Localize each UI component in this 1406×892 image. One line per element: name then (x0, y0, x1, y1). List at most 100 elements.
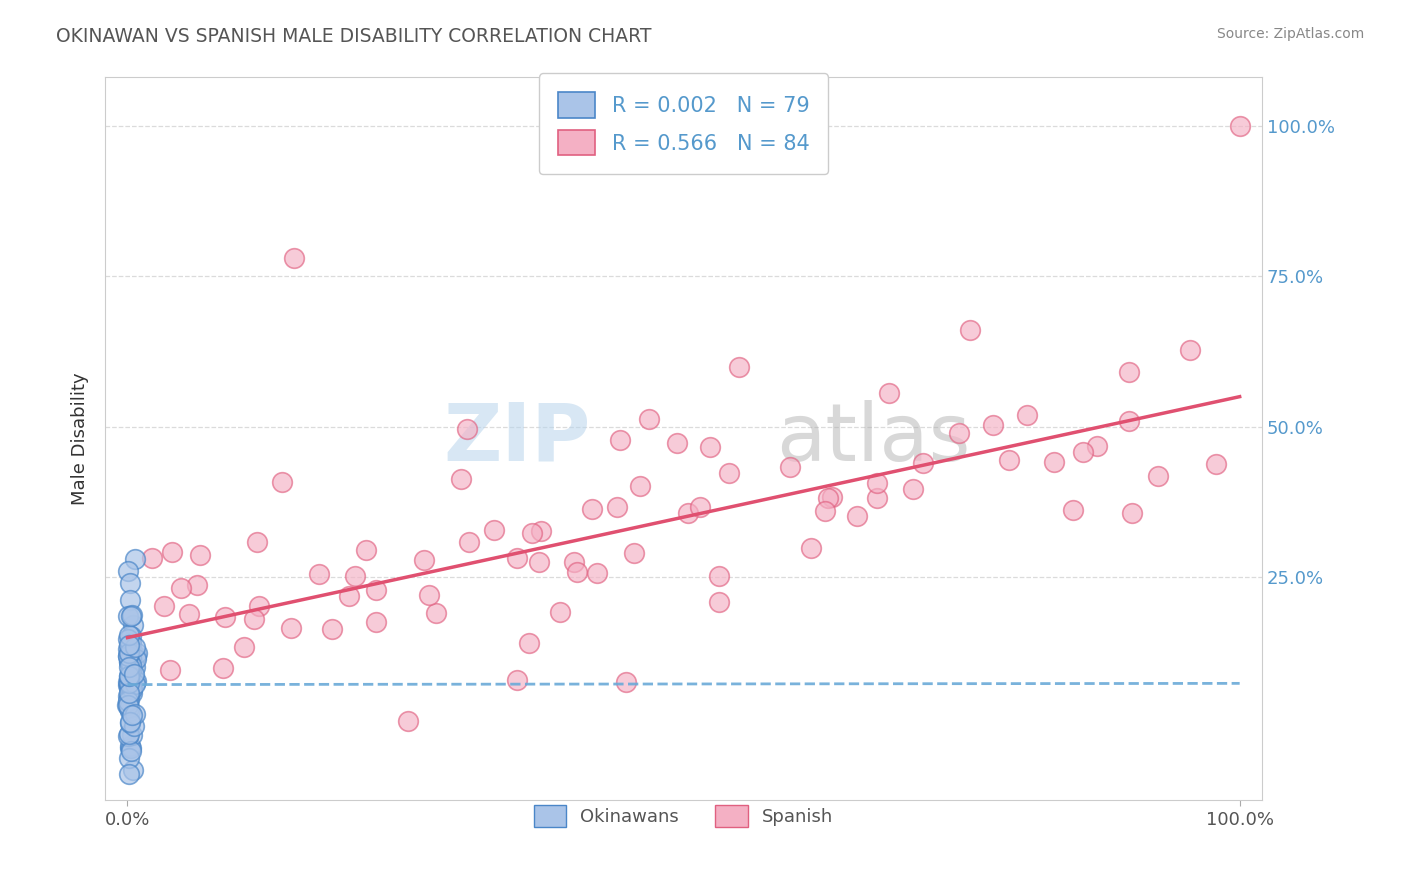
Point (121, 728, 143, 742)
Point (118, 704, 141, 718)
Point (117, 698, 139, 713)
Point (527, 555, 550, 569)
Point (623, 546, 645, 560)
Point (120, 648, 142, 663)
Point (212, 661, 235, 675)
Point (562, 555, 585, 569)
Point (456, 422, 478, 436)
Point (117, 609, 139, 624)
Point (1121, 506, 1143, 520)
Point (127, 646, 149, 660)
Point (118, 628, 141, 642)
Point (141, 550, 163, 565)
Point (120, 687, 142, 701)
Point (124, 706, 146, 721)
Point (718, 467, 741, 481)
Point (118, 685, 141, 699)
Point (1071, 445, 1094, 459)
Point (117, 674, 139, 689)
Point (1017, 408, 1039, 422)
Point (484, 523, 506, 537)
Text: Source: ZipAtlas.com: Source: ZipAtlas.com (1216, 27, 1364, 41)
Point (1147, 469, 1170, 483)
Point (117, 649, 139, 664)
Point (565, 566, 588, 580)
Point (120, 681, 142, 695)
Point (517, 636, 540, 650)
Point (118, 654, 141, 668)
Point (118, 673, 141, 687)
Point (959, 323, 981, 337)
Point (120, 663, 142, 677)
Point (118, 676, 141, 690)
Point (121, 682, 143, 697)
Point (821, 490, 844, 504)
Point (912, 456, 935, 470)
Point (120, 637, 142, 651)
Point (609, 433, 631, 447)
Point (877, 385, 900, 400)
Point (457, 535, 479, 549)
Point (120, 657, 142, 671)
Point (118, 646, 141, 660)
Point (118, 751, 141, 765)
Point (118, 740, 141, 755)
Point (678, 507, 700, 521)
Point (120, 609, 142, 624)
Point (817, 491, 839, 505)
Point (118, 660, 141, 674)
Point (120, 744, 142, 758)
Point (121, 643, 143, 657)
Point (118, 669, 141, 683)
Point (120, 592, 142, 607)
Point (120, 646, 142, 660)
Point (418, 588, 440, 602)
Point (120, 651, 142, 665)
Point (186, 578, 208, 592)
Point (354, 543, 377, 558)
Point (412, 553, 434, 567)
Point (901, 482, 924, 496)
Point (506, 673, 529, 687)
Point (124, 673, 146, 688)
Point (117, 649, 139, 664)
Text: ZIP: ZIP (444, 400, 591, 478)
Point (188, 548, 211, 562)
Point (396, 714, 419, 728)
Point (117, 689, 139, 703)
Point (124, 660, 146, 674)
Point (121, 608, 143, 623)
Point (364, 615, 387, 629)
Point (948, 426, 970, 441)
Point (1205, 457, 1227, 471)
Point (124, 674, 146, 689)
Point (170, 581, 193, 595)
Point (159, 663, 181, 677)
Point (243, 612, 266, 626)
Point (450, 472, 472, 486)
Point (666, 436, 689, 450)
Point (614, 674, 637, 689)
Point (118, 655, 141, 669)
Point (117, 698, 139, 712)
Point (247, 599, 270, 614)
Point (121, 707, 143, 722)
Point (1062, 502, 1084, 516)
Point (366, 582, 388, 597)
Point (121, 662, 143, 676)
Point (118, 767, 141, 781)
Point (153, 599, 176, 614)
Point (520, 525, 543, 540)
Point (709, 568, 731, 582)
Point (865, 491, 887, 506)
Point (866, 476, 889, 491)
Point (606, 500, 628, 514)
Point (117, 729, 139, 743)
Point (246, 534, 269, 549)
Point (998, 453, 1021, 467)
Point (118, 727, 141, 741)
Point (117, 632, 139, 646)
Point (308, 566, 330, 581)
Point (628, 479, 651, 493)
Point (124, 640, 146, 654)
